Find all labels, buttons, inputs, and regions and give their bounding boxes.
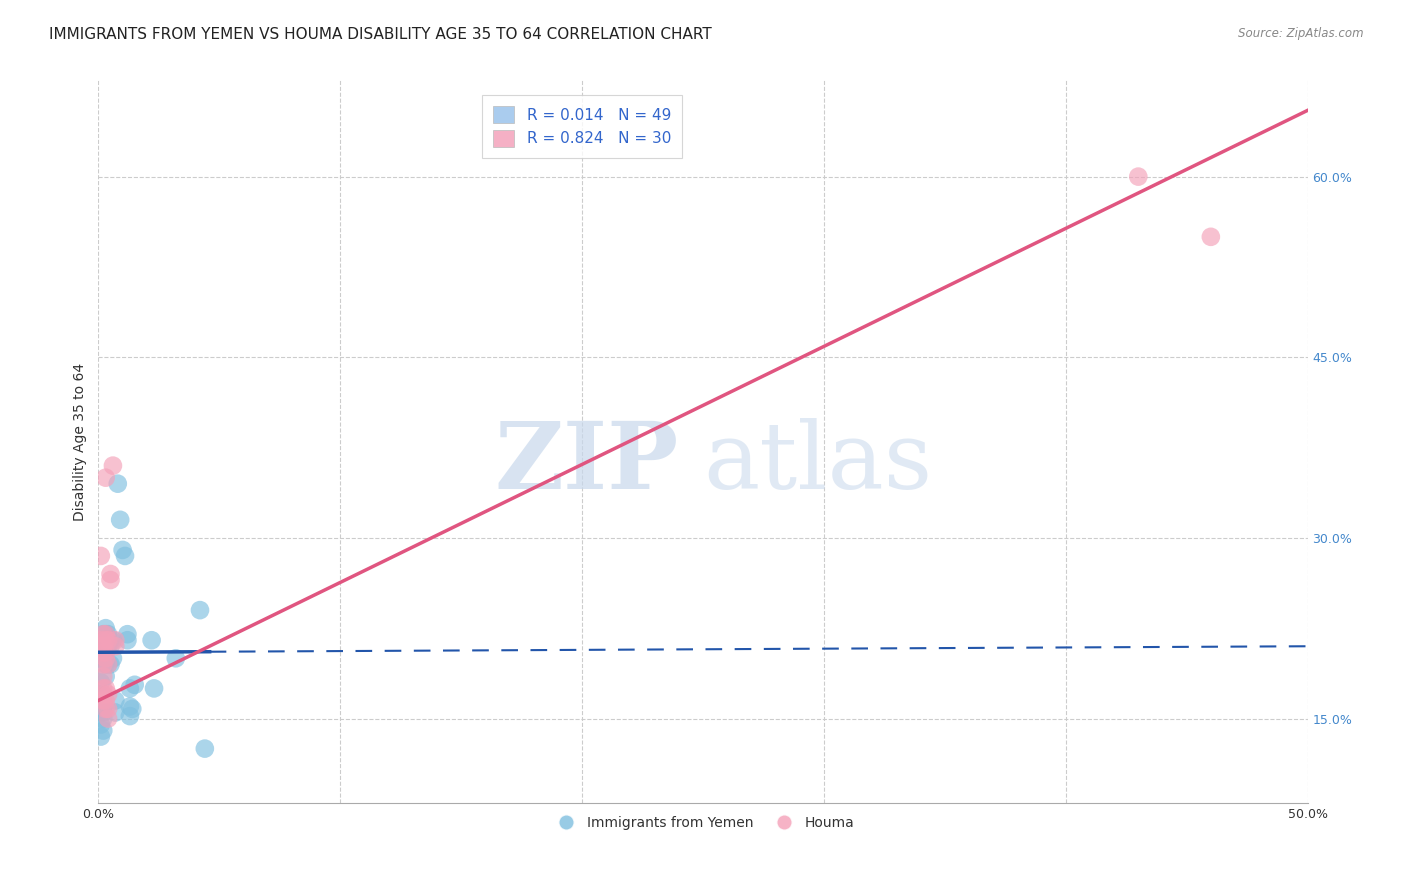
Point [91,627,114,641]
Point [91,723,114,738]
Point [91,681,114,696]
Point [104,706,127,720]
Point [91,687,114,701]
Point [94,621,117,635]
Point [91,699,114,714]
Point [91,651,114,665]
Point [101,651,124,665]
Point [91,669,114,683]
Point [90,699,112,714]
Point [143,681,166,696]
Point [188,603,211,617]
Point [97,639,120,653]
Point [97,702,120,716]
Point [94,693,117,707]
Point [94,471,117,485]
Text: IMMIGRANTS FROM YEMEN VS HOUMA DISABILITY AGE 35 TO 64 CORRELATION CHART: IMMIGRANTS FROM YEMEN VS HOUMA DISABILIT… [49,27,711,42]
Point [94,627,117,641]
Point [1199,230,1222,244]
Point [165,651,187,665]
Point [90,651,112,665]
Point [114,549,136,563]
Point [97,657,120,672]
Point [90,687,112,701]
Text: atlas: atlas [703,418,932,508]
Point [94,669,117,683]
Point [90,549,112,563]
Point [141,633,163,648]
Point [90,693,112,707]
Point [124,678,146,692]
Point [90,717,112,731]
Point [118,709,141,723]
Text: ZIP: ZIP [495,418,679,508]
Point [94,645,117,659]
Point [100,573,122,587]
Point [91,693,114,707]
Point [121,702,143,716]
Point [104,639,127,653]
Point [94,651,117,665]
Point [91,657,114,672]
Point [91,627,114,641]
Point [104,633,127,648]
Point [94,627,117,641]
Point [91,712,114,726]
Point [97,687,120,701]
Point [100,633,122,648]
Point [100,567,122,582]
Point [90,675,112,690]
Point [91,639,114,653]
Point [118,699,141,714]
Point [194,741,217,756]
Point [101,633,124,648]
Point [90,730,112,744]
Point [100,639,122,653]
Point [91,645,114,659]
Point [97,657,120,672]
Point [90,633,112,648]
Point [107,476,129,491]
Point [100,657,122,672]
Point [91,706,114,720]
Text: Source: ZipAtlas.com: Source: ZipAtlas.com [1239,27,1364,40]
Legend: Immigrants from Yemen, Houma: Immigrants from Yemen, Houma [547,811,859,836]
Point [94,645,117,659]
Point [91,687,114,701]
Point [91,633,114,648]
Point [1128,169,1150,184]
Point [111,542,134,557]
Y-axis label: Disability Age 35 to 64: Disability Age 35 to 64 [73,362,87,521]
Point [117,627,139,641]
Point [94,702,117,716]
Point [104,693,127,707]
Point [117,633,139,648]
Point [94,681,117,696]
Point [97,633,120,648]
Point [94,633,117,648]
Point [94,633,117,648]
Point [97,633,120,648]
Point [90,706,112,720]
Point [94,657,117,672]
Point [97,712,120,726]
Point [101,458,124,473]
Point [97,627,120,641]
Point [118,681,141,696]
Point [108,513,131,527]
